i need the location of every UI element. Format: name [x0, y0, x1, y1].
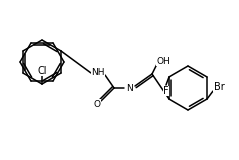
- Text: O: O: [93, 100, 101, 108]
- Text: N: N: [127, 84, 133, 92]
- Text: F: F: [163, 86, 169, 96]
- Text: OH: OH: [156, 56, 170, 65]
- Text: Cl: Cl: [37, 66, 47, 76]
- Text: NH: NH: [91, 68, 105, 76]
- Text: Br: Br: [214, 82, 224, 92]
